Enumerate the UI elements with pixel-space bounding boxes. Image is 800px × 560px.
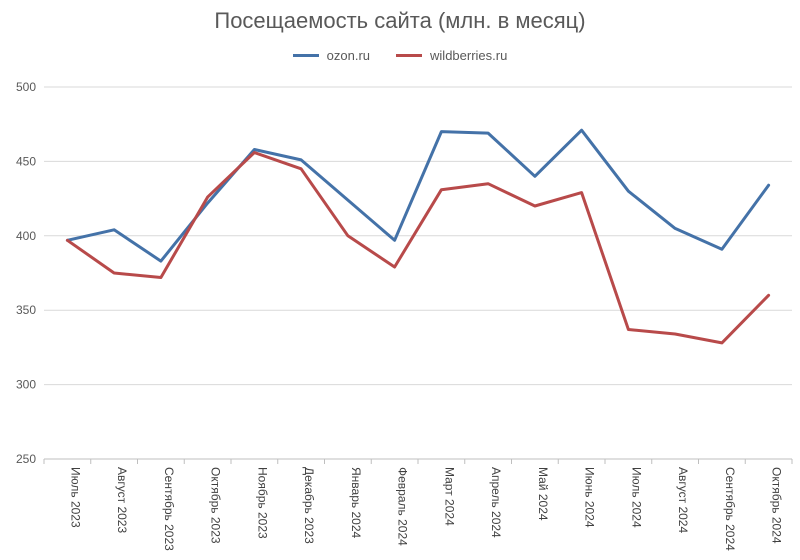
x-tick-label: Март 2024 [442, 467, 456, 526]
data-point-wildberries [206, 196, 209, 199]
data-point-ozon [206, 202, 209, 205]
data-point-wildberries [487, 182, 490, 185]
data-point-ozon [767, 184, 770, 187]
x-tick-label: Сентябрь 2023 [162, 467, 176, 551]
data-point-wildberries [393, 266, 396, 269]
data-point-wildberries [300, 167, 303, 170]
y-tick-label: 350 [16, 303, 36, 317]
data-point-wildberries [440, 188, 443, 191]
legend-swatch-ozon [292, 54, 319, 57]
x-tick-label: Сентябрь 2024 [723, 467, 737, 551]
data-point-ozon [440, 130, 443, 133]
data-point-ozon [627, 190, 630, 193]
data-point-ozon [113, 228, 116, 231]
x-tick-label: Май 2024 [536, 467, 550, 521]
legend: ozon.ru wildberries.ru [0, 48, 800, 63]
y-tick-label: 400 [16, 229, 36, 243]
x-tick-label: Июль 2023 [68, 467, 82, 528]
data-point-wildberries [674, 333, 677, 336]
data-point-wildberries [767, 294, 770, 297]
data-point-ozon [674, 227, 677, 230]
x-tick-label: Июль 2024 [629, 467, 643, 528]
data-point-wildberries [533, 205, 536, 208]
y-tick-label: 500 [16, 80, 36, 94]
data-point-wildberries [627, 328, 630, 331]
data-point-wildberries [253, 151, 256, 154]
y-tick-label: 300 [16, 378, 36, 392]
data-point-ozon [487, 132, 490, 135]
data-point-wildberries [346, 234, 349, 237]
legend-item-wildberries: wildberries.ru [396, 48, 507, 63]
data-point-wildberries [66, 239, 69, 242]
series-line-wildberries [65, 151, 771, 345]
y-tick-label: 450 [16, 154, 36, 168]
x-tick-label: Август 2023 [115, 467, 129, 533]
x-tick-label: Ноябрь 2023 [255, 467, 269, 539]
x-tick-label: Апрель 2024 [489, 467, 503, 538]
data-point-ozon [580, 129, 583, 132]
data-point-ozon [533, 175, 536, 178]
x-tick-label: Февраль 2024 [396, 467, 410, 546]
data-point-wildberries [159, 276, 162, 279]
x-tick-label: Январь 2024 [349, 467, 363, 538]
x-tick-label: Декабрь 2023 [302, 467, 316, 544]
data-point-ozon [300, 158, 303, 161]
series-line-ozon [65, 128, 771, 263]
data-point-ozon [720, 248, 723, 251]
legend-label-wildberries: wildberries.ru [430, 48, 508, 63]
data-point-ozon [159, 260, 162, 263]
data-point-wildberries [720, 341, 723, 344]
x-tick-label: Октябрь 2024 [770, 467, 784, 544]
data-point-wildberries [113, 272, 116, 275]
data-point-ozon [393, 239, 396, 242]
data-point-wildberries [580, 191, 583, 194]
x-tick-label: Июнь 2024 [583, 467, 597, 528]
legend-label-ozon: ozon.ru [326, 48, 371, 63]
x-tick-label: Октябрь 2023 [209, 467, 223, 544]
legend-item-ozon: ozon.ru [292, 48, 371, 63]
x-tick-label: Август 2024 [676, 467, 690, 533]
data-point-ozon [346, 199, 349, 202]
chart-title: Посещаемость сайта (млн. в месяц) [214, 8, 586, 33]
data-point-ozon [253, 148, 256, 151]
legend-swatch-wildberries [396, 54, 423, 57]
y-tick-label: 250 [16, 452, 36, 466]
